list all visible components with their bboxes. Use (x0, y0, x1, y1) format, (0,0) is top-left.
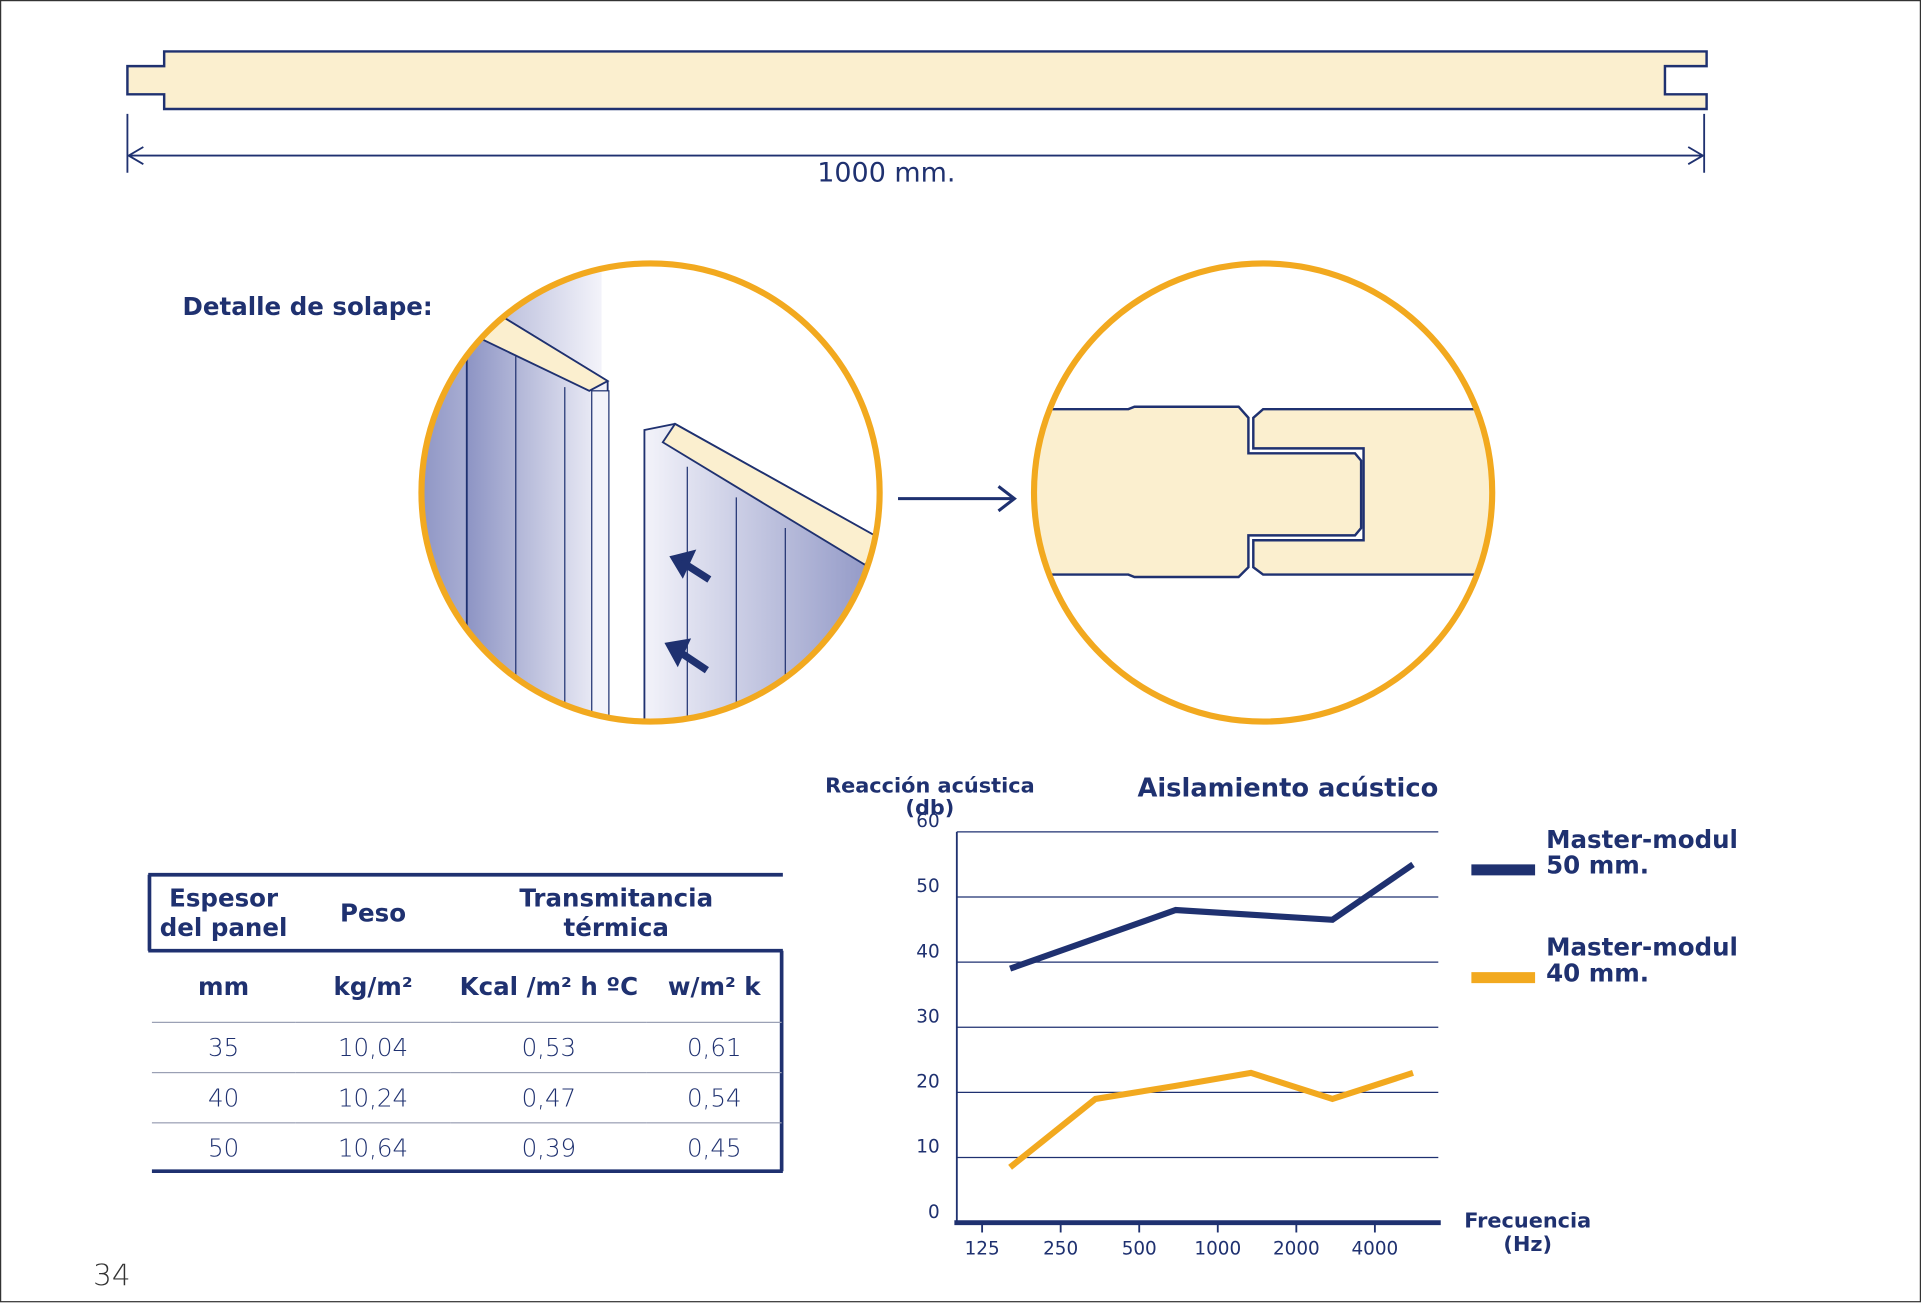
detail-circle (418, 260, 883, 725)
y-tick-label: 60 (916, 811, 939, 832)
table-cell: 10,64 (295, 1121, 451, 1172)
y-axis-label: Reacción acústica (db) (825, 774, 1035, 821)
table-cell: 0,54 (646, 1071, 782, 1123)
table-row: 40 10,24 0,47 0,54 (151, 1071, 782, 1123)
y-tick-label: 50 (916, 876, 939, 897)
x-tick-label: 4000 (1352, 1239, 1399, 1260)
page-number: 34 (93, 1258, 131, 1293)
table-cell: 0,39 (450, 1121, 647, 1172)
unit-cell: Kcal /m² h ºC (459, 971, 639, 1001)
table-row: 35 10,04 0,53 0,61 (151, 1021, 782, 1072)
legend-label: Master-modul 40 mm. (1546, 932, 1738, 988)
overlap-section (1036, 405, 1490, 579)
y-tick-label: 20 (916, 1072, 939, 1093)
y-tick-label: 0 (928, 1202, 940, 1223)
table-cell: 10,24 (295, 1071, 451, 1123)
x-tick-label: 250 (1043, 1239, 1078, 1260)
table-cell: 35 (151, 1021, 296, 1072)
table-body: 35 10,04 0,53 0,61 40 10,24 0,47 0,54 50 10,64 0,3… (151, 1021, 782, 1172)
table-cell: 0,47 (450, 1071, 647, 1123)
table-cell: 40 (151, 1071, 296, 1123)
table-cell: 0,45 (646, 1121, 782, 1172)
y-tick-label: 40 (916, 941, 939, 962)
data-table: Espesor del panel Peso Transmitancia tér… (151, 875, 782, 1172)
x-axis-label: Frecuencia (Hz) (1464, 1209, 1592, 1257)
table-row: 50 10,64 0,39 0,45 (151, 1121, 782, 1172)
table-cell: 0,61 (646, 1021, 782, 1072)
table-cell: 50 (151, 1121, 296, 1172)
overlap-perspective (423, 265, 878, 720)
x-tick-label: 2000 (1273, 1239, 1320, 1260)
unit-cell: kg/m² (333, 971, 413, 1001)
panel-profile (126, 50, 1708, 111)
y-tick-label: 30 (916, 1006, 939, 1027)
header-cell: Transmitancia térmica (519, 883, 714, 943)
series-line (1008, 1069, 1414, 1170)
table-cell: 0,53 (450, 1021, 647, 1072)
x-tick-label: 1000 (1194, 1239, 1241, 1260)
chart: 0 10 20 30 40 50 60 125 250 500 1000 2000 4000 (916, 811, 1536, 1260)
x-tick-label: 500 (1122, 1239, 1157, 1260)
chart-title: Aislamiento acústico (1137, 773, 1439, 803)
dimension-line (126, 113, 1706, 173)
header-cell: Peso (340, 898, 407, 928)
detail-circle (1030, 260, 1496, 725)
header-cell: Espesor del panel (159, 883, 288, 943)
width-label: 1000 mm. (817, 158, 956, 189)
y-tick-label: 10 (916, 1137, 939, 1158)
table-cell: 10,04 (295, 1021, 451, 1072)
x-tick-label: 125 (965, 1239, 1000, 1260)
unit-cell: w/m² k (667, 971, 761, 1001)
unit-cell: mm (198, 971, 250, 1001)
arrow (898, 485, 1017, 513)
overlap-title: Detalle de solape: (182, 291, 433, 321)
series-line (1009, 861, 1415, 972)
legend-label: Master-modul 50 mm. (1546, 824, 1738, 880)
